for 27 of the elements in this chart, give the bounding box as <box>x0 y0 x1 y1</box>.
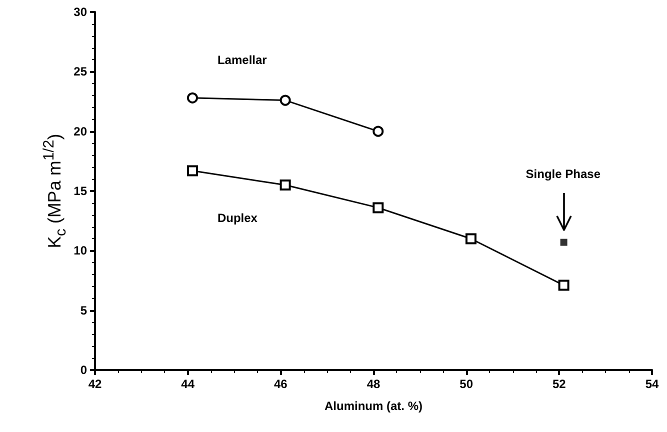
y-tick-label: 10 <box>74 244 88 258</box>
y-tick-label: 15 <box>74 184 88 198</box>
y-tick-label: 5 <box>80 303 88 318</box>
point <box>280 180 291 191</box>
x-tick-label: 52 <box>552 377 566 391</box>
y-tick-label: 25 <box>74 64 88 79</box>
y-tick-label: 0 <box>80 363 88 377</box>
x-tick-label: 44 <box>181 377 195 391</box>
point <box>186 165 198 176</box>
point <box>465 233 476 244</box>
x-axis-title: Aluminum (at. %) <box>324 399 422 413</box>
point <box>372 202 384 214</box>
point <box>372 126 384 137</box>
point <box>186 92 198 104</box>
y-tick-label: 30 <box>74 5 88 19</box>
x-tick-label: 50 <box>460 377 474 391</box>
x-tick-label: 48 <box>366 377 380 391</box>
annotation: Single Phase <box>526 167 600 182</box>
point <box>280 94 291 106</box>
y-tick-label: 20 <box>74 124 88 138</box>
x-tick-label: 46 <box>274 377 288 391</box>
point <box>560 238 568 246</box>
point <box>558 280 570 291</box>
x-tick-label: 42 <box>88 377 102 391</box>
text: Lamellar <box>217 52 267 67</box>
text: Duplex <box>217 210 258 225</box>
x-tick-label: 54 <box>645 377 659 391</box>
